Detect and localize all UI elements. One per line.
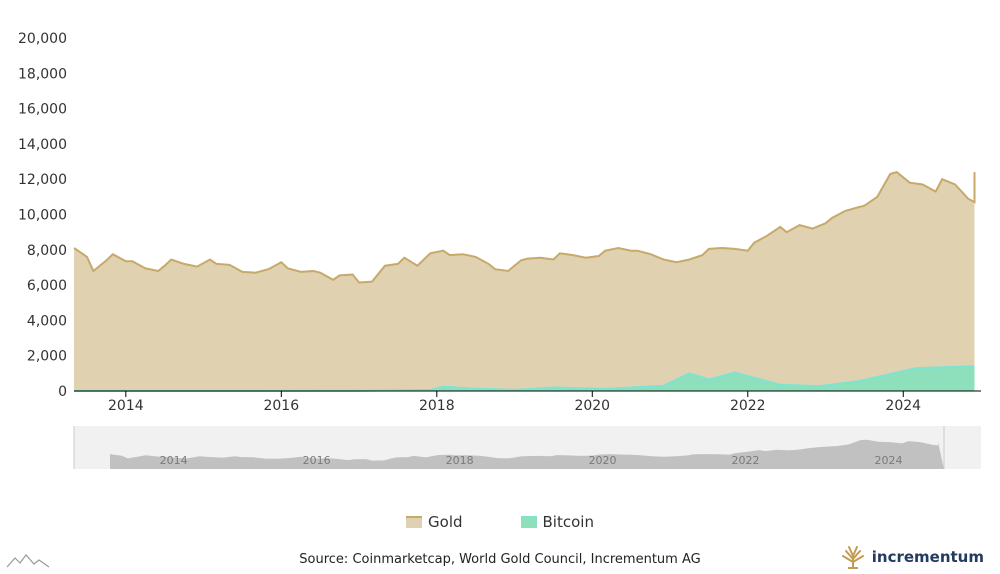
navigator-tick-label: 2014	[160, 454, 188, 467]
y-tick-label: 12,000	[18, 172, 67, 188]
range-navigator[interactable]: 2014 2016 2018 2020 2022 2024	[73, 426, 981, 469]
chart-svg: 0 2,000 4,000 6,000 8,000 10,000 12,000 14,000 1…	[18, 31, 981, 469]
legend-item-gold[interactable]: Gold	[406, 513, 463, 531]
x-axis: 2014 2016 2018 2020 2022 2024	[108, 391, 921, 414]
x-tick-label: 2020	[574, 398, 610, 414]
legend-item-bitcoin[interactable]: Bitcoin	[520, 513, 594, 531]
mountain-icon	[6, 554, 50, 568]
x-tick-label: 2022	[730, 398, 766, 414]
series-area-bitcoin[interactable]	[74, 366, 975, 391]
y-tick-label: 0	[58, 384, 67, 400]
navigator-tick-label: 2018	[446, 454, 474, 467]
series-line-gold	[73, 170, 976, 284]
tree-icon	[839, 545, 866, 569]
x-tick-label: 2018	[419, 398, 455, 414]
x-tick-label: 2024	[885, 398, 921, 414]
y-tick-label: 18,000	[18, 66, 67, 82]
y-tick-label: 16,000	[18, 102, 67, 118]
plot-area	[73, 170, 976, 392]
legend-swatch-bitcoin	[520, 516, 537, 528]
y-axis: 0 2,000 4,000 6,000 8,000 10,000 12,000 14,000 1…	[18, 31, 67, 400]
y-tick-label: 8,000	[27, 243, 67, 259]
navigator-tick-label: 2016	[303, 454, 331, 467]
legend-swatch-gold	[406, 516, 423, 528]
legend-label-bitcoin: Bitcoin	[542, 513, 594, 531]
y-tick-label: 20,000	[18, 31, 67, 47]
x-tick-label: 2014	[108, 398, 144, 414]
brand-name: incrementum	[871, 548, 984, 566]
navigator-x-axis: 2014 2016 2018 2020 2022 2024	[160, 454, 903, 467]
series-area-gold[interactable]	[74, 172, 975, 391]
navigator-series	[110, 439, 944, 469]
x-tick-label: 2016	[263, 398, 299, 414]
navigator-tick-label: 2024	[875, 454, 903, 467]
source-note: Source: Coinmarketcap, World Gold Counci…	[299, 552, 701, 567]
y-tick-label: 2,000	[27, 349, 67, 365]
y-tick-label: 14,000	[18, 137, 67, 153]
series-line-bitcoin	[73, 365, 975, 392]
brand-logo: incrementum	[839, 545, 984, 569]
navigator-tick-label: 2022	[732, 454, 760, 467]
y-tick-label: 6,000	[27, 278, 67, 294]
y-tick-label: 10,000	[18, 208, 67, 224]
navigator-tick-label: 2020	[589, 454, 617, 467]
legend: Gold Bitcoin	[0, 510, 1000, 534]
y-tick-label: 4,000	[27, 313, 67, 329]
legend-label-gold: Gold	[428, 513, 463, 531]
